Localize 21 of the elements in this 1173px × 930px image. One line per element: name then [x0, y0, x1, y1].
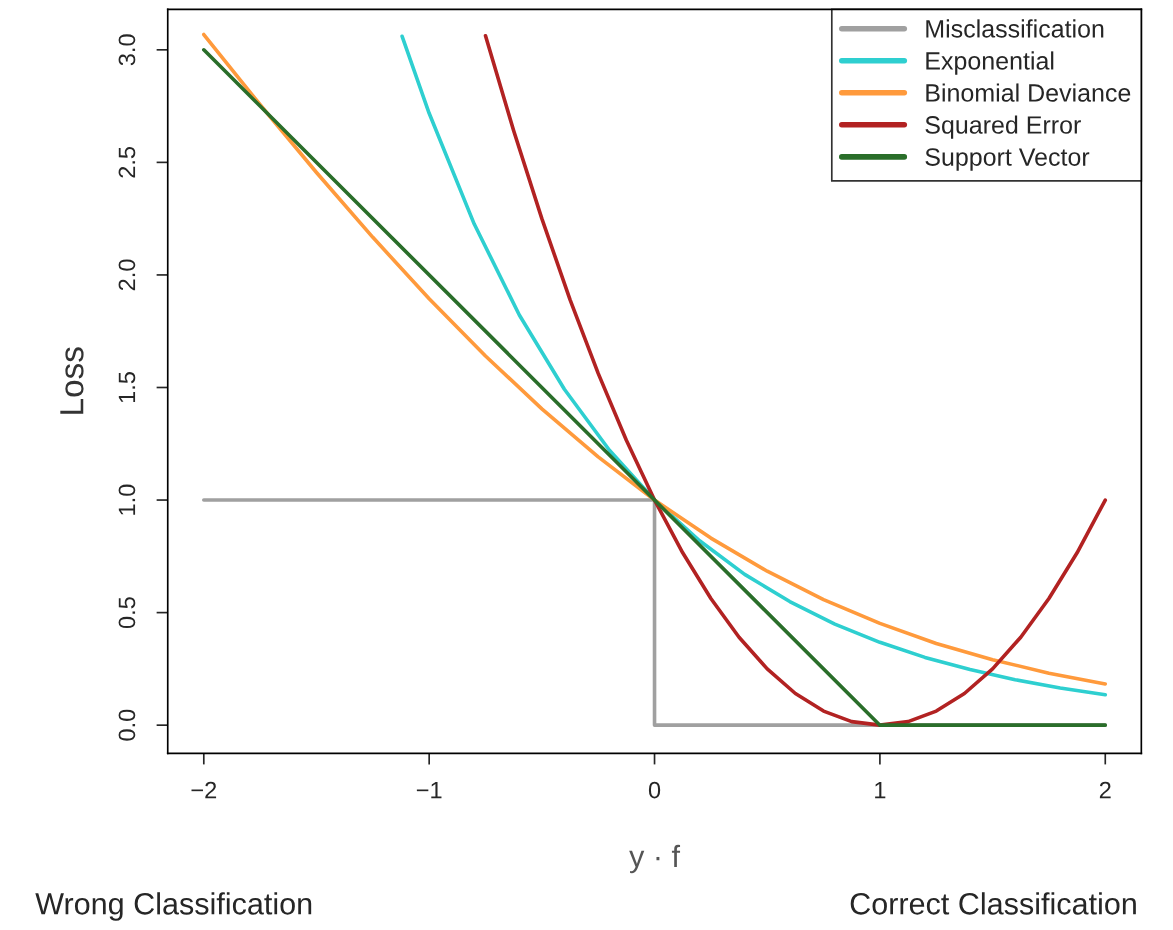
y-tick-label: 0.5 — [118, 597, 136, 629]
y-tick-label: 3.0 — [118, 34, 136, 66]
y-tick-label: 2.0 — [118, 259, 136, 291]
x-tick-label: 2 — [1099, 781, 1111, 799]
legend-label: Misclassification — [926, 19, 1104, 38]
y-tick-label: 0.0 — [118, 709, 136, 741]
x-tick-label: 0 — [648, 781, 661, 799]
x-axis-title: y · f — [629, 844, 681, 874]
legend-label: Binomial Deviance — [926, 83, 1131, 102]
x-tick-label: −1 — [416, 781, 442, 799]
legend-label: Squared Error — [925, 115, 1081, 139]
x-tick-label: 1 — [875, 781, 886, 799]
y-tick-label: 1.5 — [118, 372, 136, 403]
x-tick-label: −2 — [191, 781, 217, 799]
y-tick-label: 1.0 — [118, 484, 136, 515]
legend-label: Support Vector — [925, 148, 1090, 171]
y-tick-label: 2.5 — [118, 146, 136, 178]
text: Correct Classification — [850, 892, 1136, 915]
legend-label: Exponential — [926, 51, 1054, 75]
y-axis-title: Loss — [60, 347, 84, 414]
text: Wrong Classification — [35, 892, 312, 921]
